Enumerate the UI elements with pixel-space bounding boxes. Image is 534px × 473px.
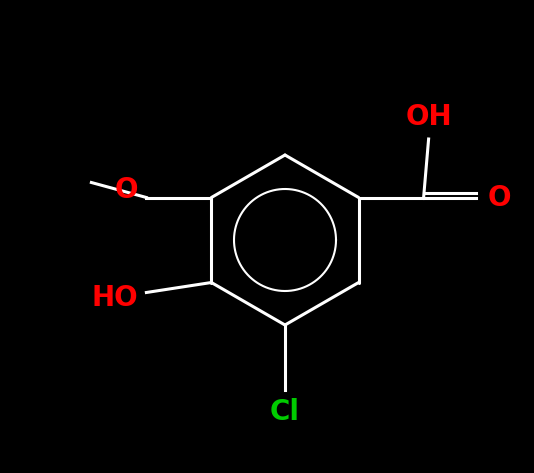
- Text: Cl: Cl: [270, 398, 300, 426]
- Text: O: O: [115, 175, 138, 203]
- Text: O: O: [488, 184, 511, 211]
- Text: OH: OH: [405, 103, 452, 131]
- Text: HO: HO: [92, 283, 138, 312]
